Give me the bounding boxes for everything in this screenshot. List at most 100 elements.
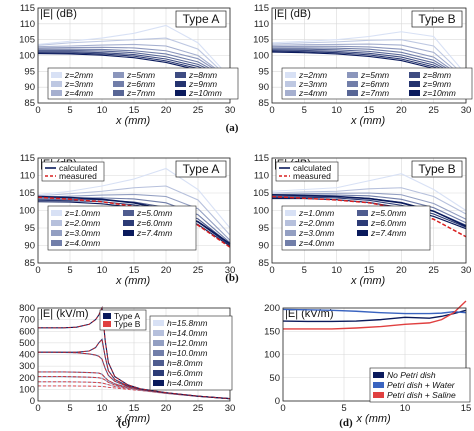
y-tick-label: 115	[254, 3, 269, 14]
x-tick-label: 15	[129, 403, 140, 414]
x-tick-label: 30	[461, 105, 472, 116]
legend-label: z=2.0mm	[298, 218, 334, 228]
x-tick-label: 30	[225, 403, 236, 414]
y-tick-label: 85	[24, 98, 35, 109]
legend-label: z=6mm	[126, 79, 155, 89]
x-tick-label: 5	[67, 105, 72, 116]
legend-swatch	[347, 90, 358, 96]
legend-label: z=4.0mm	[298, 238, 334, 248]
legend-label: z=7mm	[126, 88, 155, 98]
type-label-box	[411, 160, 463, 178]
y-tick-label: 115	[20, 3, 35, 14]
y-tick-label: 0	[30, 396, 35, 407]
legend-swatch	[373, 382, 384, 388]
plot-frame	[271, 157, 467, 264]
legend-label: z=2.0mm	[64, 218, 100, 228]
type-label: Type B	[418, 162, 455, 176]
legend-swatch	[409, 72, 420, 78]
series-line	[271, 173, 467, 211]
legend-label: h=4.0mm	[167, 378, 203, 388]
y-axis-label: |E| (dB)	[274, 8, 311, 20]
legend-swatch	[153, 380, 164, 386]
type-label-box	[175, 10, 227, 28]
legend-swatch	[347, 81, 358, 87]
y-tick-label: 90	[258, 241, 269, 252]
series-line	[38, 51, 231, 81]
legend-swatch	[175, 72, 186, 78]
legend-label: z=3mm	[64, 79, 93, 89]
x-tick-label: 5	[302, 265, 307, 276]
legend-swatch	[153, 330, 164, 336]
plot-frame	[37, 157, 231, 264]
x-tick-label: 20	[161, 403, 172, 414]
series-measured	[271, 195, 467, 238]
legend-swatch	[153, 370, 164, 376]
y-tick-label: 105	[19, 35, 35, 46]
legend-label: calculated	[293, 163, 332, 173]
legend-label: z=6mm	[360, 79, 389, 89]
legend-label: z=2mm	[298, 70, 327, 80]
series-line	[37, 167, 231, 229]
legend-label: z=3.0mm	[298, 228, 334, 238]
y-tick-label: 115	[20, 153, 35, 164]
x-tick-label: 15	[129, 265, 140, 276]
legend-swatch	[285, 90, 296, 96]
type-label: Type A	[183, 162, 220, 176]
y-tick-label: 0	[275, 396, 280, 407]
x-axis-label: x (mm)	[356, 413, 392, 425]
legend-label: z=3.0mm	[64, 228, 100, 238]
x-tick-label: 0	[35, 265, 40, 276]
y-tick-label: 105	[253, 35, 269, 46]
x-tick-label: 20	[161, 105, 172, 116]
x-tick-label: 30	[461, 265, 472, 276]
y-tick-label: 50	[269, 373, 280, 384]
legend-box	[281, 67, 473, 100]
y-tick-label: 105	[253, 188, 269, 199]
x-tick-label: 30	[225, 265, 236, 276]
legend-label: z=8mm	[188, 70, 217, 80]
y-tick-label: 100	[19, 51, 35, 62]
legend-label: z=10mm	[422, 88, 456, 98]
y-tick-label: 95	[258, 66, 269, 77]
legend-label: z=7mm	[360, 88, 389, 98]
legend-label: No Petri dish	[387, 370, 436, 380]
panels: 0 5 10 15 20 25 30 85 90 95 100 105 110 115 x (mm) |E| …	[19, 3, 473, 425]
legend-swatch	[51, 240, 62, 246]
series-line	[271, 50, 467, 82]
y-tick-label: 110	[20, 171, 35, 182]
legend-swatch	[123, 230, 134, 236]
series-line	[271, 187, 467, 215]
legend-swatch	[51, 230, 62, 236]
legend-swatch	[285, 220, 296, 226]
series-line	[271, 39, 467, 79]
legend-label: h=15.8mm	[167, 318, 207, 328]
panel-a-typeA: 0 5 10 15 20 25 30 85 90 95 100 105 110 115 x (mm) |E| …	[19, 3, 239, 127]
y-tick-label: 110	[20, 19, 35, 30]
legend-label: h=12.0mm	[167, 338, 207, 348]
x-tick-label: 5	[67, 403, 72, 414]
y-tick-label: 200	[264, 303, 280, 314]
y-tick-label: 100	[19, 384, 35, 395]
series-line	[271, 31, 467, 75]
caption-d: (d)	[339, 417, 353, 429]
x-tick-label: 10	[97, 265, 108, 276]
y-tick-label: 800	[19, 303, 35, 314]
legend-swatch	[153, 360, 164, 366]
legend-label: h=8.0mm	[167, 358, 203, 368]
x-axis-label: x (mm)	[350, 115, 386, 127]
series-line	[271, 43, 467, 80]
legend-label: z=2mm	[64, 70, 93, 80]
legend-swatch	[285, 240, 296, 246]
x-tick-label: 0	[35, 105, 40, 116]
caption-b: (b)	[225, 272, 239, 284]
legend-swatch	[153, 320, 164, 326]
series-line	[283, 300, 467, 330]
series-line	[37, 24, 231, 79]
y-tick-label: 150	[264, 326, 280, 337]
legend-box	[369, 367, 471, 403]
legend-label: z=5mm	[360, 70, 389, 80]
x-tick-label: 0	[269, 105, 274, 116]
x-tick-label: 25	[193, 403, 204, 414]
y-tick-label: 85	[24, 258, 35, 269]
y-tick-label: 95	[24, 66, 35, 77]
